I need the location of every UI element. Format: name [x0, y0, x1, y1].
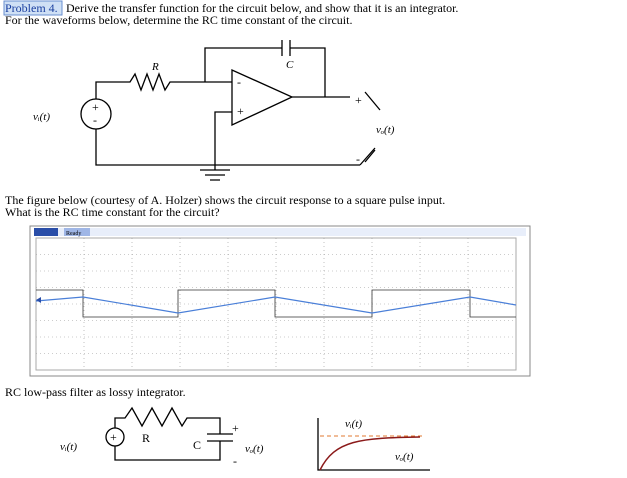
plus: +: [355, 93, 362, 107]
paragraph-line: What is the RC time constant for the cir…: [5, 205, 220, 219]
scope: Ready: [29, 225, 531, 377]
paragraph-line: The figure below (courtesy of A. Holzer)…: [5, 193, 445, 207]
minus: -: [93, 113, 97, 127]
output-label: vₒ(t): [376, 124, 395, 136]
c-label: C: [193, 438, 201, 452]
output-label: vₒ(t): [395, 451, 414, 463]
scope-status: Ready: [66, 231, 81, 237]
plus: +: [92, 100, 99, 114]
r-label: R: [142, 431, 150, 445]
circuit-2: + + - R C vᵢ(t) vₒ(t): [60, 406, 264, 468]
highlight: [3, 0, 63, 16]
problem-line2: For the waveforms below, determine the R…: [5, 13, 352, 27]
response-plot: vᵢ(t) vₒ(t): [317, 418, 430, 471]
problem-text: Derive the transfer function for the cir…: [66, 1, 458, 15]
plus: +: [232, 421, 239, 435]
output-label: vₒ(t): [245, 443, 264, 455]
plus: +: [237, 104, 244, 118]
plus: +: [110, 430, 117, 444]
input-label: vᵢ(t): [33, 111, 50, 123]
r-label: R: [151, 61, 159, 73]
problem-label: Problem 4.: [5, 1, 58, 15]
minus: -: [233, 454, 237, 468]
input-label: vᵢ(t): [345, 418, 362, 430]
c-label: C: [286, 59, 294, 71]
caption: RC low-pass filter as lossy integrator.: [5, 385, 186, 399]
input-label: vᵢ(t): [60, 441, 77, 453]
circuit-1: + - - + + - R C vᵢ(t) vₒ(t): [33, 40, 395, 181]
minus: -: [356, 152, 360, 166]
minus: -: [237, 75, 241, 89]
